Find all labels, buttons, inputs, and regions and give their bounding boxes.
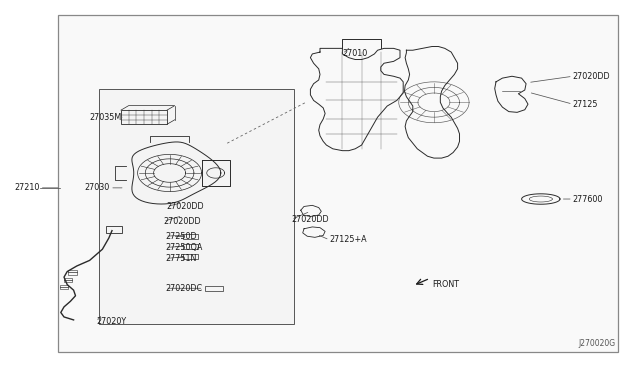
Bar <box>205 286 223 291</box>
Text: 27035M: 27035M <box>90 113 122 122</box>
Bar <box>99 89 294 324</box>
Bar <box>183 234 198 239</box>
Text: 27125: 27125 <box>573 100 598 109</box>
Text: 27125+A: 27125+A <box>330 235 367 244</box>
Bar <box>58 15 618 352</box>
Text: FRONT: FRONT <box>433 280 460 289</box>
Text: 27020DD: 27020DD <box>291 215 329 224</box>
Text: 27250QA: 27250QA <box>165 243 202 252</box>
Text: 27020DD: 27020DD <box>573 72 611 81</box>
Text: 27751N: 27751N <box>165 254 196 263</box>
Bar <box>183 254 198 259</box>
Bar <box>60 285 68 289</box>
Text: 27030: 27030 <box>85 183 110 192</box>
Bar <box>64 278 72 282</box>
Bar <box>121 110 167 124</box>
Text: 27020DD: 27020DD <box>163 217 201 226</box>
Bar <box>68 270 77 275</box>
Text: 27020Y: 27020Y <box>96 317 126 326</box>
Bar <box>106 226 122 232</box>
Text: 27010: 27010 <box>342 49 367 58</box>
Bar <box>183 244 198 249</box>
Text: 27020DD: 27020DD <box>166 202 204 211</box>
Text: 277600: 277600 <box>573 195 603 203</box>
Text: 27210: 27210 <box>14 183 40 192</box>
Text: 27250D: 27250D <box>165 232 196 241</box>
Text: 27020DC: 27020DC <box>165 284 202 293</box>
Text: J270020G: J270020G <box>579 339 616 348</box>
